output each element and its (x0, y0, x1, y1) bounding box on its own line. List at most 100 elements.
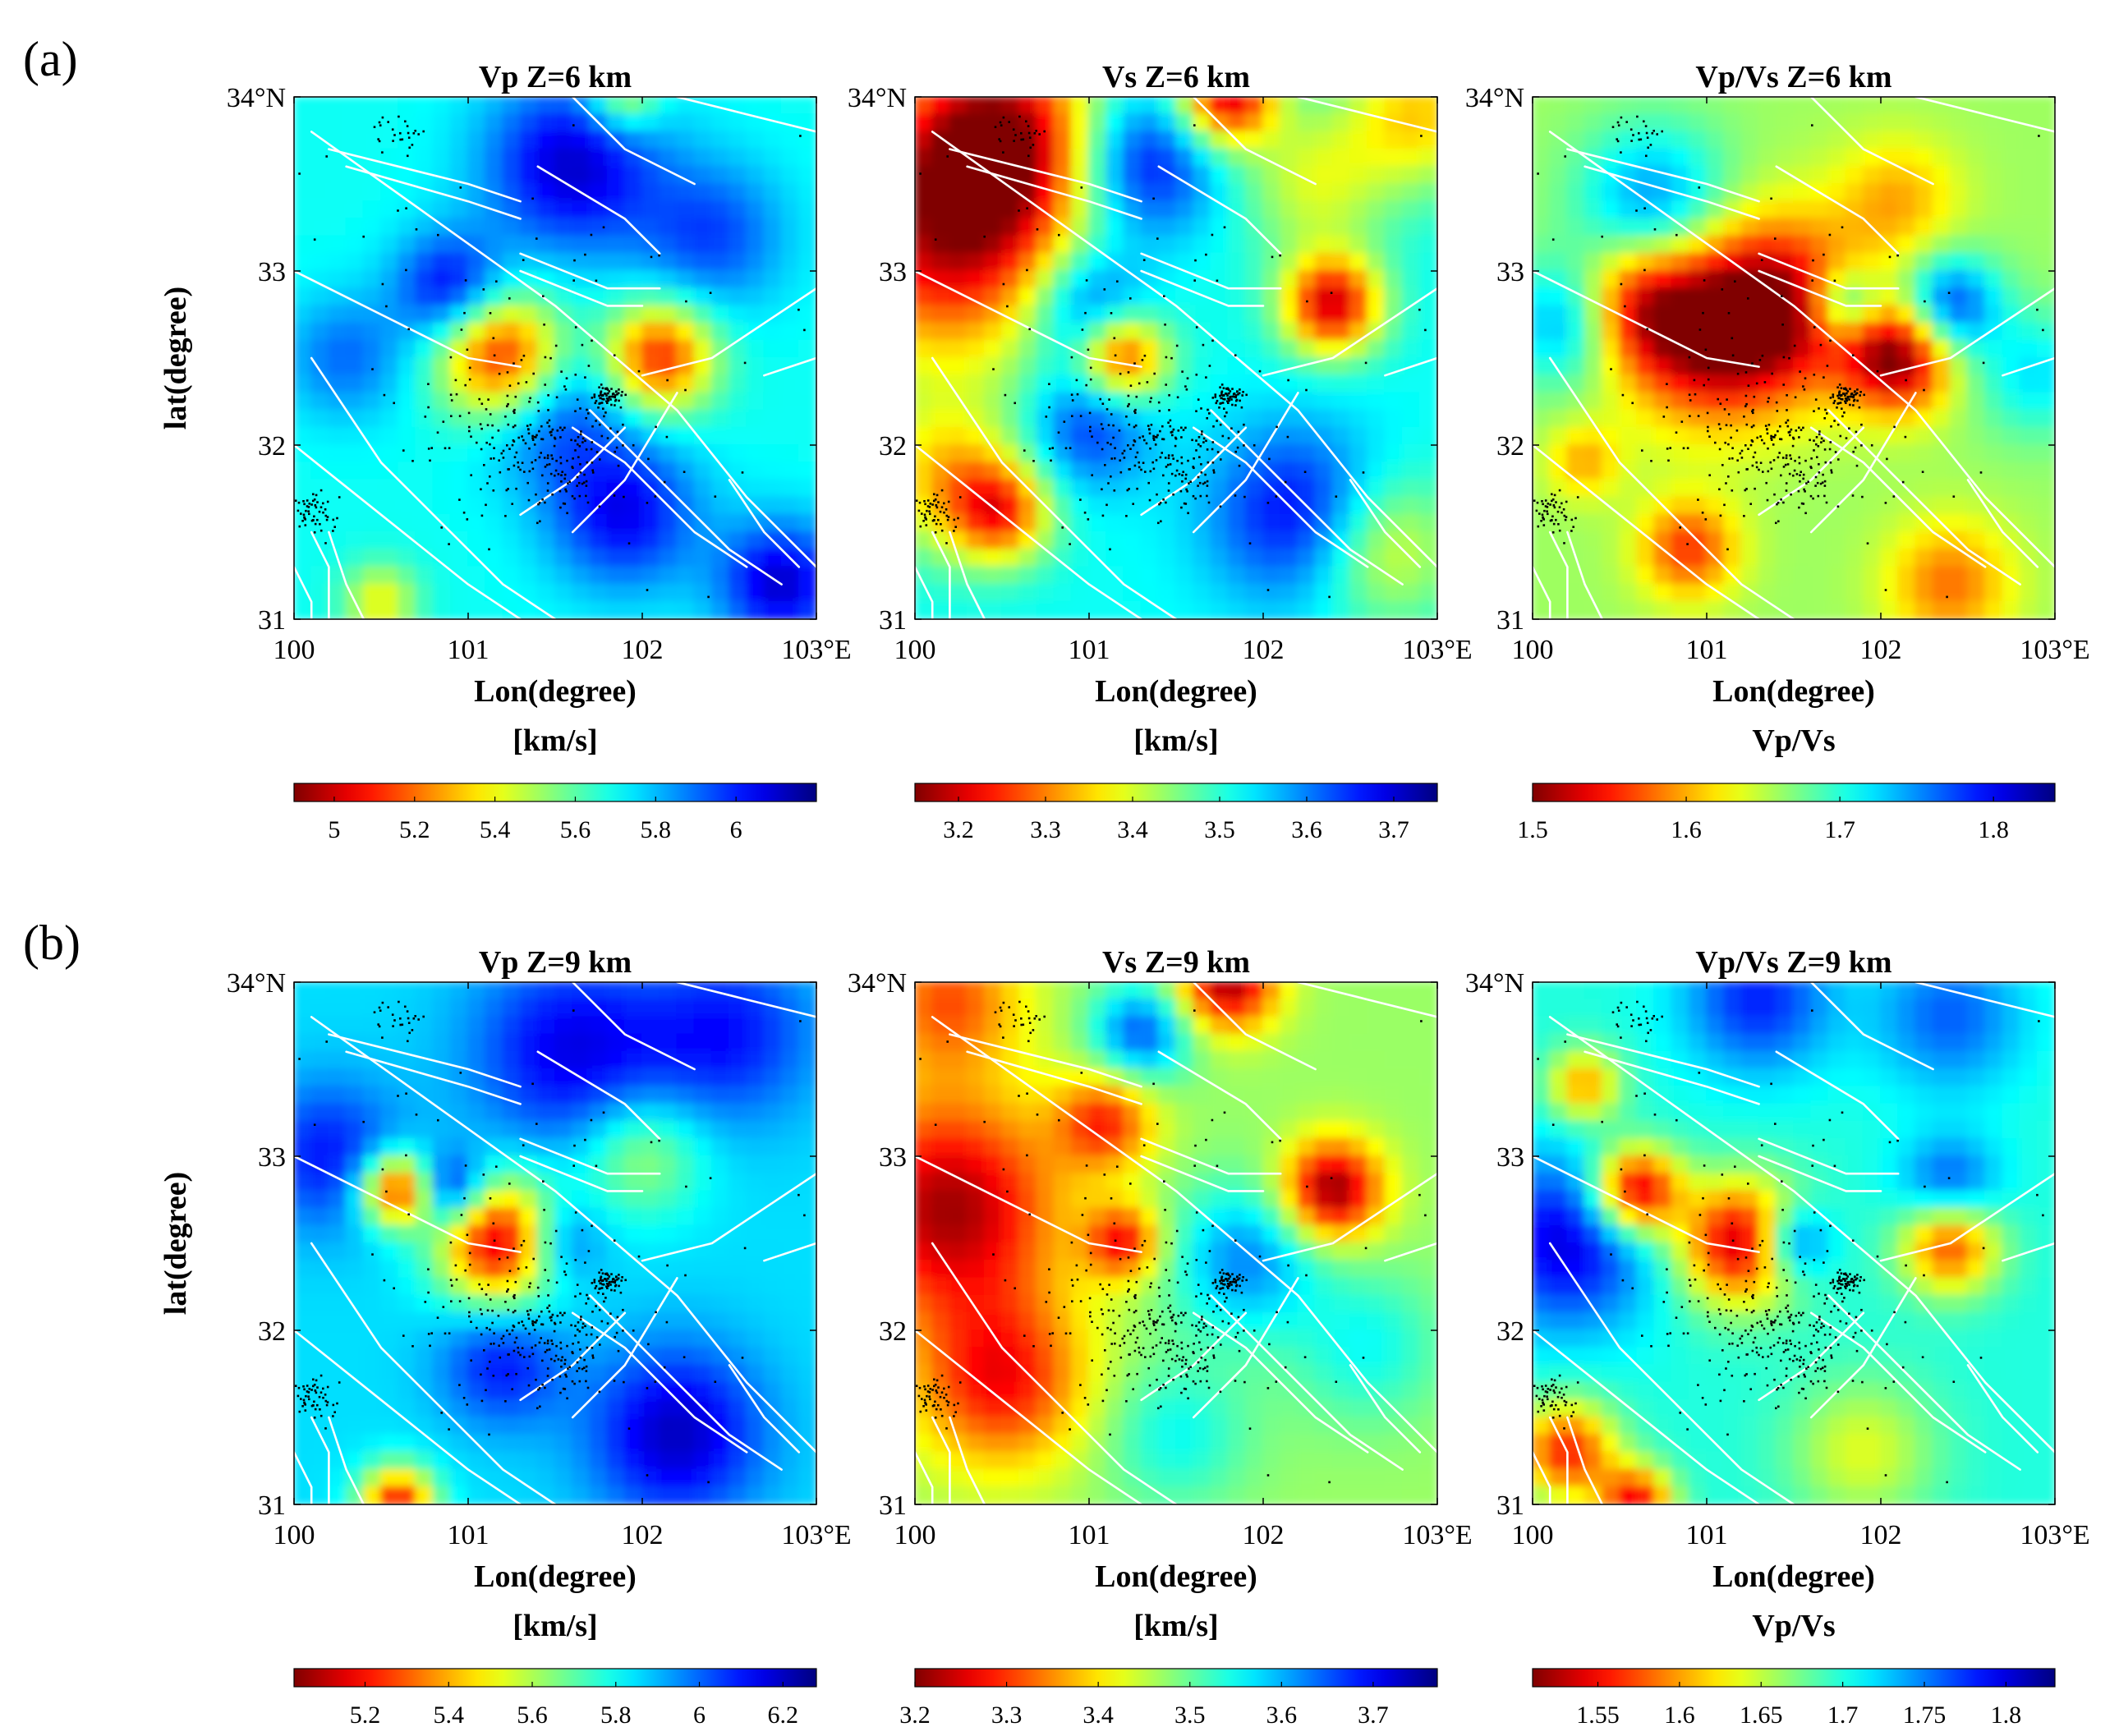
earthquake-dot (600, 383, 603, 386)
earthquake-dot (1174, 474, 1177, 477)
heatmap-cell (589, 235, 609, 255)
earthquake-dot (314, 504, 317, 507)
heatmap-cell (1053, 113, 1073, 133)
heatmap-cell (623, 287, 643, 307)
earthquake-dot (1982, 361, 1985, 365)
earthquake-dot (1859, 391, 1862, 393)
heatmap-cells (294, 982, 816, 1504)
heatmap-cell (1533, 148, 1551, 168)
heatmap-cell (797, 531, 816, 551)
heatmap-cell (1367, 479, 1386, 498)
heatmap-cell (572, 1190, 591, 1210)
earthquake-dot (1185, 488, 1188, 491)
heatmap-cell (1297, 235, 1317, 255)
heatmap-cell (294, 999, 313, 1018)
earthquake-dot (307, 506, 310, 508)
heatmap-cell (1827, 131, 1847, 150)
heatmap-cell (415, 97, 434, 116)
earthquake-dot (1804, 377, 1807, 379)
heatmap-cell (1601, 339, 1620, 359)
heatmap-cell (659, 305, 678, 324)
heatmap-cell (729, 252, 748, 272)
earthquake-dot (1788, 356, 1790, 360)
heatmap-cell (554, 1224, 574, 1244)
earthquake-dot (1979, 471, 1983, 474)
earthquake-dot (1916, 747, 1919, 750)
heatmap-cell (1331, 409, 1351, 429)
earthquake-dot (992, 368, 995, 370)
heatmap-cell (1967, 462, 1987, 481)
earthquake-dot (298, 172, 301, 175)
earthquake-dot (515, 487, 517, 490)
earthquake-dot (1220, 397, 1223, 400)
heatmap-cell (1349, 252, 1369, 272)
heatmap-cell (519, 600, 539, 619)
heatmap-cell (467, 513, 487, 533)
heatmap-cell (729, 148, 748, 168)
heatmap-cell (983, 409, 1003, 429)
heatmap-cell (641, 549, 661, 568)
heatmap-cell (1533, 479, 1551, 498)
heatmap-cell (294, 1347, 313, 1366)
heatmap-cell (1018, 374, 1038, 394)
heatmap-cell (1105, 165, 1125, 185)
heatmap-cell (449, 97, 469, 116)
heatmap-cell (2019, 339, 2039, 359)
earthquake-dot (1150, 424, 1153, 426)
heatmap-cell (1758, 97, 1777, 116)
colorbar-tick-label: 5.6 (560, 816, 591, 843)
earthquake-dot (1686, 447, 1689, 449)
earthquake-dot (1832, 402, 1836, 405)
heatmap-cell (1949, 113, 1969, 133)
heatmap-cell (2036, 513, 2055, 533)
heatmap-cell (1244, 374, 1264, 394)
earthquake-dot (609, 427, 612, 429)
earthquake-dot (1023, 449, 1026, 452)
heatmap-cell (2019, 200, 2039, 220)
heatmap-cell (415, 1364, 434, 1384)
earthquake-dot (1726, 548, 1729, 551)
heatmap-cell (2002, 131, 2021, 150)
earthquake-dot (502, 449, 505, 452)
earthquake-dot (1850, 393, 1854, 395)
earthquake-dot (1836, 402, 1839, 405)
heatmap-cell (1018, 113, 1038, 133)
earthquake-dot (181, 76, 183, 78)
earthquake-dot (574, 374, 577, 376)
earthquake-dot (1786, 394, 1788, 397)
heatmap-cell (1653, 131, 1673, 150)
earthquake-dot (1063, 420, 1066, 423)
earthquake-dot (316, 518, 319, 521)
heatmap-cell (693, 496, 713, 516)
earthquake-dot (1852, 404, 1855, 406)
fault-line (1758, 426, 1865, 517)
heatmap-cell (485, 1016, 504, 1036)
heatmap-cell (1401, 235, 1421, 255)
heatmap-cell (1210, 252, 1230, 272)
earthquake-dot (1855, 430, 1858, 434)
earthquake-dot (1142, 259, 1146, 261)
heatmap-cell (693, 444, 713, 464)
heatmap-cell (1280, 97, 1299, 116)
earthquake-dot (1147, 481, 1150, 485)
fault-line (1140, 269, 1265, 307)
earthquake-dot (1855, 464, 1859, 467)
earthquake-dot (1845, 437, 1848, 439)
heatmap-cell (572, 322, 591, 342)
heatmap-cell (362, 1155, 382, 1175)
heatmap-cell (415, 1173, 434, 1192)
earthquake-dot (1793, 344, 1796, 347)
heatmap-cell (1297, 339, 1317, 359)
heatmap-cell (502, 1173, 522, 1192)
heatmap-cell (1331, 600, 1351, 619)
heatmap-cell (502, 165, 522, 185)
heatmap-cell (2002, 409, 2021, 429)
earthquake-dot (527, 432, 531, 435)
earthquake-dot (613, 354, 616, 356)
heatmap-cell (380, 1155, 400, 1175)
heatmap-cell (1566, 322, 1586, 342)
earthquake-dot (1551, 238, 1555, 241)
heatmap-cell (554, 1155, 574, 1175)
earthquake-dot (1118, 429, 1121, 432)
heatmap-cell (1314, 131, 1334, 150)
